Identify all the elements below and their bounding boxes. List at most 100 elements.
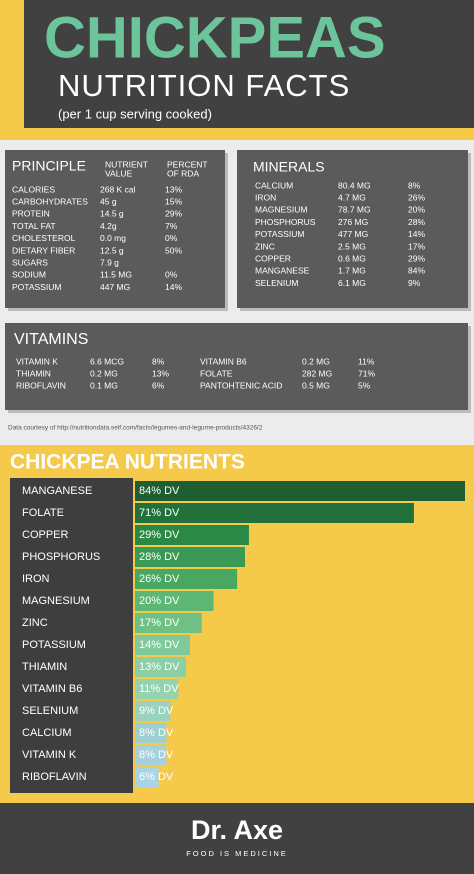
table-cell: 4.7 MG	[338, 192, 366, 202]
bar	[135, 745, 167, 765]
table-cell: 26%	[408, 192, 425, 202]
category-label: POTASSIUM	[22, 639, 86, 651]
value-label: 26% DV	[139, 573, 180, 585]
value-label: 8% DV	[139, 749, 174, 761]
table-cell: VITAMIN B6	[200, 356, 247, 366]
table-cell: 45 g	[100, 196, 117, 206]
principle-panel	[5, 150, 225, 308]
table-cell: COPPER	[255, 253, 291, 263]
table-cell: 6.6 MCG	[90, 356, 124, 366]
value-label: 14% DV	[139, 639, 180, 651]
table-cell: 29%	[165, 209, 182, 219]
table-cell: 50%	[165, 245, 182, 255]
table-cell: PROTEIN	[12, 209, 50, 219]
value-label: 8% DV	[139, 727, 174, 739]
value-label: 84% DV	[139, 485, 180, 497]
table-cell: 7%	[165, 221, 178, 231]
table-cell: CHOLESTEROL	[12, 233, 76, 243]
bar	[135, 591, 214, 611]
table-cell: PANTOHTENIC ACID	[200, 380, 282, 390]
table-cell: IRON	[255, 192, 276, 202]
bar	[135, 569, 238, 589]
table-cell: MAGNESIUM	[255, 205, 307, 215]
table-cell: 15%	[165, 196, 182, 206]
table-cell: 282 MG	[302, 368, 332, 378]
bar	[135, 613, 202, 633]
table-cell: DIETARY FIBER	[12, 245, 75, 255]
table-cell: POTASSIUM	[12, 282, 61, 292]
table-cell: 5%	[358, 380, 371, 390]
value-label: 71% DV	[139, 507, 180, 519]
chart-title: CHICKPEA NUTRIENTS	[10, 451, 245, 474]
table-cell: RIBOFLAVIN	[16, 380, 66, 390]
bar	[135, 525, 249, 545]
table-cell: 447 MG	[100, 282, 130, 292]
value-label: 29% DV	[139, 529, 180, 541]
table-cell: CALORIES	[12, 184, 55, 194]
table-cell: 84%	[408, 266, 425, 276]
value-label: 20% DV	[139, 595, 180, 607]
table-cell: 276 MG	[338, 217, 368, 227]
bar	[135, 635, 190, 655]
table-cell: ZINC	[255, 241, 275, 251]
category-label: SELENIUM	[22, 705, 78, 717]
table-cell: FOLATE	[200, 368, 233, 378]
value-label: 11% DV	[139, 683, 179, 695]
table-cell: 0.6 MG	[338, 253, 366, 263]
table-cell: 29%	[408, 253, 425, 263]
table-cell: 14.5 g	[100, 209, 124, 219]
category-label: IRON	[22, 573, 50, 585]
category-label: FOLATE	[22, 507, 64, 519]
table-cell: SELENIUM	[255, 278, 298, 288]
table-cell: PHOSPHORUS	[255, 217, 316, 227]
bar	[135, 701, 171, 721]
table-cell: THIAMIN	[16, 368, 51, 378]
bar	[135, 547, 245, 567]
table-cell: 8%	[408, 180, 421, 190]
table-cell: 0.2 MG	[90, 368, 118, 378]
table-cell: 13%	[165, 184, 182, 194]
category-label: MAGNESIUM	[22, 595, 90, 607]
bar	[135, 767, 159, 787]
footer	[0, 803, 474, 874]
table-cell: CARBOHYDRATES	[12, 196, 88, 206]
table-cell: 17%	[408, 241, 425, 251]
bar	[135, 723, 167, 743]
table-cell: 4.2g	[100, 221, 117, 231]
bar	[135, 657, 187, 677]
source: Data courtesy of http://nutritiondata.se…	[8, 425, 263, 432]
tagline: FOOD IS MEDICINE	[186, 849, 288, 858]
table-cell: POTASSIUM	[255, 229, 304, 239]
table-cell: 11.5 MG	[100, 270, 132, 280]
table-cell: 0.2 MG	[302, 356, 330, 366]
category-label: VITAMIN K	[22, 749, 77, 761]
minerals-title: MINERALS	[253, 159, 325, 175]
table-cell: 477 MG	[338, 229, 368, 239]
table-cell: SODIUM	[12, 270, 46, 280]
table-cell: 71%	[358, 368, 375, 378]
category-label: VITAMIN B6	[22, 683, 82, 695]
category-label: PHOSPHORUS	[22, 551, 100, 563]
table-cell: 28%	[408, 217, 425, 227]
table-cell: 268 K cal	[100, 184, 136, 194]
category-label: CALCIUM	[22, 727, 72, 739]
table-cell: 8%	[152, 356, 165, 366]
column-header: PRINCIPLE	[12, 158, 86, 174]
table-cell: VITAMIN K	[16, 356, 58, 366]
value-label: 28% DV	[139, 551, 180, 563]
category-label: THIAMIN	[22, 661, 67, 673]
table-cell: 6%	[152, 380, 165, 390]
table-cell: 7.9 g	[100, 257, 119, 267]
table-cell: 6.1 MG	[338, 278, 366, 288]
column-header: PERCENT	[167, 159, 208, 169]
table-cell: 0.1 MG	[90, 380, 118, 390]
value-label: 9% DV	[139, 705, 174, 717]
value-label: 13% DV	[139, 661, 180, 673]
table-cell: SUGARS	[12, 257, 48, 267]
table-cell: 0.0 mg	[100, 233, 126, 243]
category-label: RIBOFLAVIN	[22, 771, 87, 783]
table-cell: 20%	[408, 205, 425, 215]
table-cell: 0%	[165, 233, 178, 243]
table-cell: 13%	[152, 368, 169, 378]
